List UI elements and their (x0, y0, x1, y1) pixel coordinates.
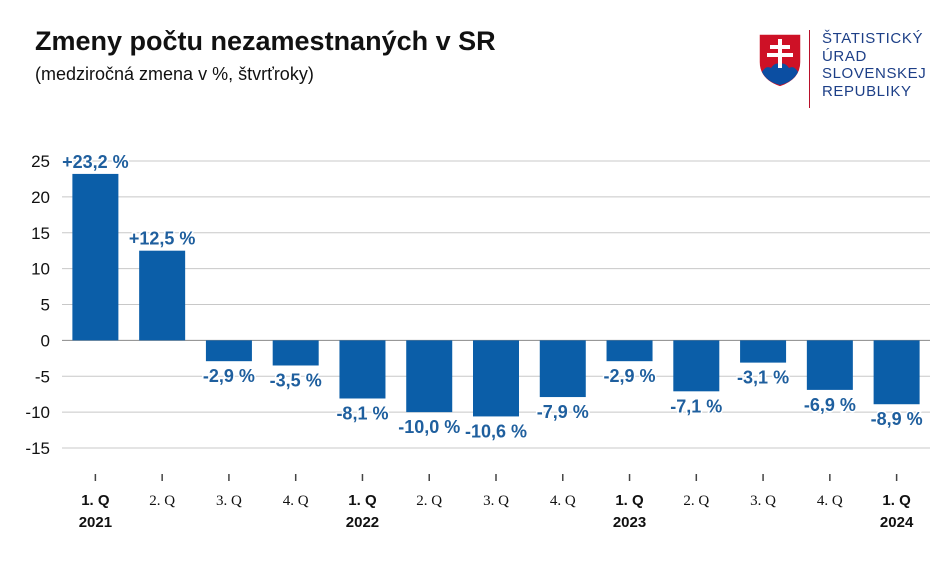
x-tick-label: 2. Q (149, 493, 175, 509)
logo-divider (809, 30, 810, 108)
y-tick-label: 25 (31, 152, 50, 171)
logo-line: ÚRAD (822, 47, 867, 65)
shield-blue-hills (762, 63, 798, 85)
x-year-label: 2024 (880, 514, 914, 531)
bar (606, 340, 653, 362)
x-tick-label: 4. Q (550, 493, 576, 509)
x-tick-label: 2. Q (416, 493, 442, 509)
x-tick-label: 4. Q (283, 493, 309, 509)
data-label: -8,1 % (336, 403, 388, 423)
bar (539, 340, 586, 398)
data-label: -10,6 % (465, 421, 527, 441)
chart-title: Zmeny počtu nezamestnaných v SR (35, 26, 496, 56)
bar (740, 340, 787, 363)
slovak-coat-of-arms-icon (758, 33, 802, 88)
data-label: -2,9 % (203, 366, 255, 386)
y-tick-label: -5 (35, 367, 50, 386)
y-tick-label: 15 (31, 224, 50, 243)
data-label: -6,9 % (804, 395, 856, 415)
y-tick-label: 0 (41, 331, 50, 350)
x-tick-label: 1. Q (615, 492, 644, 509)
bar (473, 340, 519, 417)
chart-subtitle: (medziročná zmena v %, štvrťroky) (35, 64, 314, 84)
data-label: -10,0 % (398, 417, 460, 437)
bar (72, 173, 119, 341)
x-year-label: 2021 (79, 514, 112, 531)
x-tick-label: 3. Q (216, 493, 242, 509)
bar (339, 340, 386, 399)
bar (673, 340, 720, 392)
x-year-label: 2022 (346, 514, 379, 531)
bar (205, 340, 252, 362)
y-tick-label: -15 (25, 439, 50, 458)
data-label: -2,9 % (604, 366, 656, 386)
logo-line: REPUBLIKY (822, 82, 912, 100)
data-label: -7,9 % (537, 402, 589, 422)
x-tick-label: 3. Q (750, 493, 776, 509)
x-tick-label: 2. Q (683, 493, 709, 509)
data-label: +12,5 % (129, 229, 196, 249)
logo-line: SLOVENSKEJ (822, 65, 927, 82)
y-tick-label: -10 (25, 403, 50, 422)
x-tick-label: 3. Q (483, 493, 509, 509)
bar (406, 340, 453, 413)
y-tick-label: 20 (31, 188, 50, 207)
data-label: -7,1 % (670, 396, 722, 416)
x-tick-label: 4. Q (817, 493, 843, 509)
y-tick-label: 10 (31, 260, 50, 279)
bar (806, 340, 853, 390)
data-label: -8,9 % (871, 409, 923, 429)
bar (272, 340, 319, 366)
data-label: -3,1 % (737, 368, 789, 388)
x-tick-label: 1. Q (81, 492, 110, 509)
bar (873, 340, 920, 405)
x-tick-label: 1. Q (348, 492, 377, 509)
y-tick-label: 5 (41, 296, 50, 315)
bar (139, 250, 186, 341)
data-label: -3,5 % (270, 370, 322, 390)
logo-line: ŠTATISTICKÝ (822, 30, 924, 47)
data-label: +23,2 % (62, 152, 129, 172)
x-year-label: 2023 (613, 514, 646, 531)
logo-text: ŠTATISTICKÝ ÚRAD SLOVENSKEJ REPUBLIKY (822, 30, 947, 100)
statistical-office-logo[interactable]: ŠTATISTICKÝ ÚRAD SLOVENSKEJ REPUBLIKY (757, 30, 947, 110)
x-tick-label: 1. Q (882, 492, 911, 509)
shield-double-cross (767, 39, 793, 68)
